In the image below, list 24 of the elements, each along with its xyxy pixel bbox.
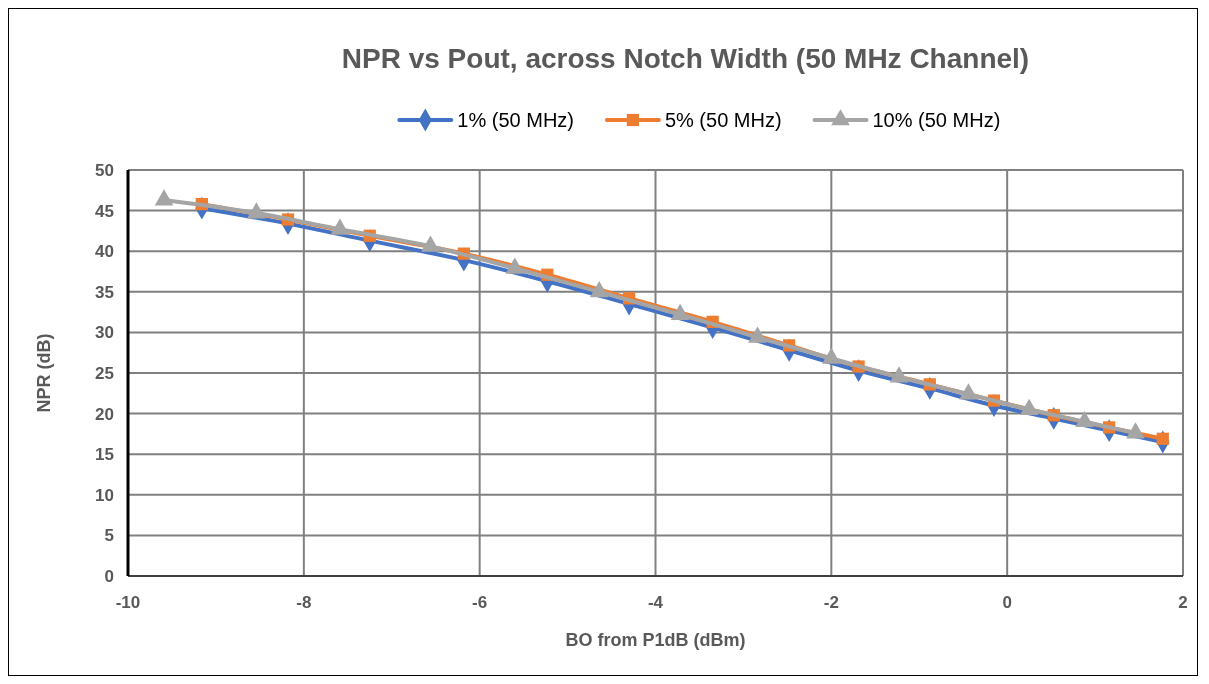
y-tick-label: 45 xyxy=(95,201,114,221)
y-tick-label: 30 xyxy=(95,323,114,343)
x-axis-title: BO from P1dB (dBm) xyxy=(565,630,746,650)
y-tick-label: 35 xyxy=(95,282,114,302)
x-tick-label: -8 xyxy=(296,593,312,612)
y-tick-label: 20 xyxy=(95,404,114,424)
y-tick-label: 40 xyxy=(95,242,114,262)
x-tick-label: -4 xyxy=(647,593,664,612)
y-tick-label: 25 xyxy=(95,363,114,383)
y-tick-label: 15 xyxy=(95,445,114,465)
x-tick-label: -2 xyxy=(823,593,839,612)
chart-title: NPR vs Pout, across Notch Width (50 MHz Channel) xyxy=(341,43,1030,74)
y-axis-title: NPR (dB) xyxy=(34,333,54,413)
y-tick-label: 0 xyxy=(104,566,114,586)
y-tick-label: 10 xyxy=(95,485,114,505)
x-tick-label: 2 xyxy=(1178,593,1188,612)
y-tick-label: 5 xyxy=(104,526,114,546)
legend-label: 10% (50 MHz) xyxy=(872,109,1001,131)
x-tick-label: -10 xyxy=(115,593,141,612)
y-tick-label: 50 xyxy=(95,160,114,180)
legend-label: 5% (50 MHz) xyxy=(664,109,782,131)
x-tick-label: -6 xyxy=(472,593,488,612)
x-tick-label: 0 xyxy=(1002,593,1012,612)
legend-label: 1% (50 MHz) xyxy=(457,109,574,131)
